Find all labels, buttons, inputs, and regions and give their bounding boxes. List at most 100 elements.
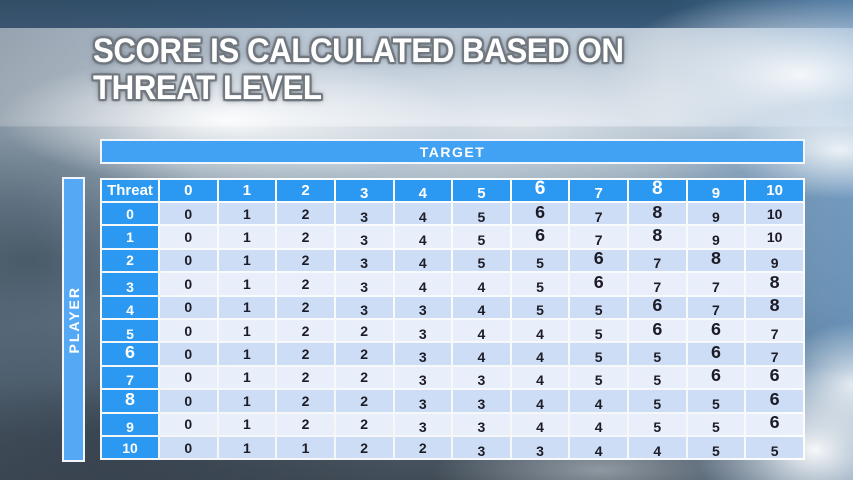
- score-cell: 5: [453, 249, 510, 272]
- score-cell: 7: [570, 203, 627, 225]
- score-cell: 6: [746, 366, 803, 389]
- score-cell: 2: [277, 413, 334, 435]
- score-cell: 2: [335, 343, 393, 365]
- score-cell: 4: [453, 296, 510, 318]
- score-cell: 5: [629, 366, 686, 389]
- col-header-0: 0: [160, 180, 217, 201]
- score-matrix-table: Threat 0 1 2 3 4 5 6 7 8 9 10 0 0 1 2 3 4 5 6 7 8 9 10 1 0 1 2 3 4 5 6…: [100, 178, 805, 461]
- score-cell: 7: [687, 296, 745, 318]
- score-cell: 7: [629, 273, 686, 295]
- score-cell: 5: [511, 296, 569, 318]
- row-label-5: 5: [102, 319, 158, 342]
- score-cell: 4: [453, 343, 510, 365]
- score-cell: 5: [453, 203, 510, 225]
- score-cell: 10: [746, 203, 803, 225]
- row-label-4: 4: [102, 296, 158, 318]
- score-cell: 1: [218, 249, 276, 272]
- score-cell: 5: [629, 390, 686, 412]
- score-cell: 4: [453, 319, 510, 342]
- score-cell: 3: [335, 226, 393, 248]
- score-cell: 3: [453, 436, 510, 459]
- score-cell: 2: [277, 343, 334, 365]
- score-cell: 5: [570, 319, 627, 342]
- score-cell: 4: [570, 390, 627, 412]
- slide-title-line2: THREAT LEVEL: [93, 69, 322, 107]
- score-cell: 7: [629, 249, 686, 272]
- score-cell: 0: [160, 273, 217, 295]
- score-cell: 5: [629, 413, 686, 435]
- score-cell: 6: [511, 226, 569, 248]
- score-cell: 3: [394, 390, 452, 412]
- score-cell: 2: [335, 436, 393, 459]
- score-cell: 6: [687, 319, 745, 342]
- table-header: Threat 0 1 2 3 4 5 6 7 8 9 10: [102, 180, 803, 201]
- score-cell: 6: [629, 319, 686, 342]
- row-label-10: 10: [102, 436, 158, 459]
- score-cell: 9: [687, 203, 745, 225]
- score-cell: 6: [511, 203, 569, 225]
- score-cell: 3: [335, 249, 393, 272]
- score-cell: 9: [746, 249, 803, 272]
- score-cell: 7: [570, 226, 627, 248]
- score-cell: 6: [687, 343, 745, 365]
- row-label-6: 6: [102, 343, 158, 365]
- score-cell: 6: [570, 249, 627, 272]
- score-cell: 2: [277, 273, 334, 295]
- score-cell: 3: [335, 273, 393, 295]
- score-cell: 4: [570, 413, 627, 435]
- row-label-7: 7: [102, 366, 158, 389]
- score-cell: 3: [335, 296, 393, 318]
- score-cell: 0: [160, 366, 217, 389]
- score-cell: 3: [394, 343, 452, 365]
- col-header-9: 9: [687, 180, 745, 201]
- score-cell: 4: [394, 226, 452, 248]
- score-cell: 4: [511, 343, 569, 365]
- score-cell: 2: [335, 390, 393, 412]
- score-cell: 1: [218, 390, 276, 412]
- score-cell: 4: [511, 319, 569, 342]
- score-cell: 3: [453, 390, 510, 412]
- score-cell: 8: [629, 203, 686, 225]
- table-body: 0 0 1 2 3 4 5 6 7 8 9 10 1 0 1 2 3 4 5 6 7 8 9 10 2 0 1 2 3 4 5 5 6 7 8 9 3 0…: [102, 203, 803, 459]
- score-cell: 7: [746, 319, 803, 342]
- score-cell: 2: [277, 203, 334, 225]
- score-cell: 2: [277, 249, 334, 272]
- score-cell: 6: [746, 390, 803, 412]
- row-label-2: 2: [102, 249, 158, 272]
- score-cell: 4: [511, 413, 569, 435]
- target-axis-label: TARGET: [100, 139, 805, 164]
- score-cell: 2: [394, 436, 452, 459]
- score-cell: 0: [160, 226, 217, 248]
- score-cell: 1: [218, 413, 276, 435]
- score-cell: 4: [394, 273, 452, 295]
- score-cell: 0: [160, 390, 217, 412]
- score-cell: 1: [218, 366, 276, 389]
- score-cell: 5: [687, 413, 745, 435]
- col-header-5: 5: [453, 180, 510, 201]
- score-cell: 6: [570, 273, 627, 295]
- score-cell: 3: [453, 366, 510, 389]
- score-cell: 5: [629, 343, 686, 365]
- score-cell: 10: [746, 226, 803, 248]
- score-cell: 1: [277, 436, 334, 459]
- row-label-3: 3: [102, 273, 158, 295]
- score-cell: 3: [394, 413, 452, 435]
- score-cell: 1: [218, 203, 276, 225]
- score-cell: 5: [746, 436, 803, 459]
- score-cell: 0: [160, 343, 217, 365]
- score-cell: 4: [629, 436, 686, 459]
- score-cell: 7: [746, 343, 803, 365]
- score-cell: 2: [335, 413, 393, 435]
- score-cell: 3: [511, 436, 569, 459]
- table-row: 10 0 1 1 2 2 3 3 4 4 5 5: [102, 436, 803, 459]
- score-cell: 4: [511, 390, 569, 412]
- score-cell: 4: [394, 203, 452, 225]
- score-cell: 2: [277, 319, 334, 342]
